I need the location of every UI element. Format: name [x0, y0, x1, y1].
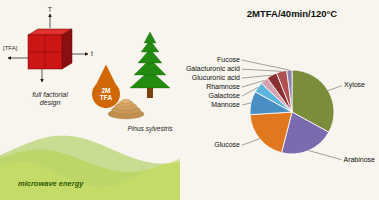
leader-line [242, 87, 258, 96]
slice-label: Mannose [211, 101, 240, 108]
slice-label: Xylose [344, 81, 365, 89]
annotation: Pinus sylvestris [128, 125, 174, 133]
annotation: t [91, 50, 93, 57]
leader-line [242, 103, 251, 105]
axis-arrow [8, 58, 28, 59]
chart: microwave energy [TFA] t Tfull factorialdes… [0, 0, 379, 200]
slice-label: Glucose [214, 141, 240, 148]
leader-line [242, 80, 264, 87]
annotation-line: microwave energy [18, 179, 84, 188]
annotation-line: full factorial [32, 91, 68, 98]
pie-slice [277, 70, 292, 112]
labels: Xylose Arabinose Glucose Mannose Galactose Rh… [186, 56, 375, 163]
cube-line [45, 35, 46, 69]
tree-layer [144, 32, 156, 43]
leader-line [242, 69, 282, 71]
axis-arrow [72, 54, 88, 55]
leader-line [328, 86, 342, 91]
annotation-line: Pinus sylvestris [128, 125, 174, 133]
background [0, 0, 379, 200]
annotation-line: [TFA] [3, 45, 18, 51]
slice-label: Fucose [217, 56, 240, 63]
annotation: [TFA] [3, 45, 18, 51]
slice-label: Galacturonic acid [186, 65, 240, 72]
slice-label: Rhamnose [206, 83, 240, 90]
title: 2MTFA/40min/120°C [247, 8, 338, 19]
annotation: microwave energy [18, 179, 84, 188]
slice-label: Arabinose [343, 156, 375, 163]
drop [92, 65, 120, 109]
annotation: full factorialdesign [32, 91, 68, 107]
annotation: T [48, 6, 53, 13]
cube-front [28, 35, 62, 69]
pie-slice [287, 70, 292, 112]
leader-line [242, 60, 289, 70]
sawdust [122, 99, 131, 104]
wave [0, 150, 180, 200]
axis-arrow [50, 14, 51, 28]
cube-right [62, 29, 72, 69]
wave [0, 162, 180, 200]
annotation-line: TFA [100, 94, 113, 101]
pie [250, 70, 334, 154]
axis-arrow [42, 69, 43, 82]
leader-line [242, 75, 272, 78]
annotation-line: t [91, 50, 93, 57]
pie-slice [250, 112, 292, 153]
illustration: microwave energy [TFA] t Tfull factorialdes… [0, 6, 180, 200]
annotation: 2MTFA [100, 87, 113, 101]
slice-label: Galactose [208, 92, 240, 99]
slice-label: Glucuronic acid [192, 74, 240, 81]
annotation-line: design [40, 99, 61, 107]
leader-line [242, 139, 260, 145]
annotation-line: T [48, 6, 53, 13]
wave [0, 136, 180, 200]
annotation-line: 2M [101, 87, 110, 94]
leader-line [309, 151, 342, 160]
